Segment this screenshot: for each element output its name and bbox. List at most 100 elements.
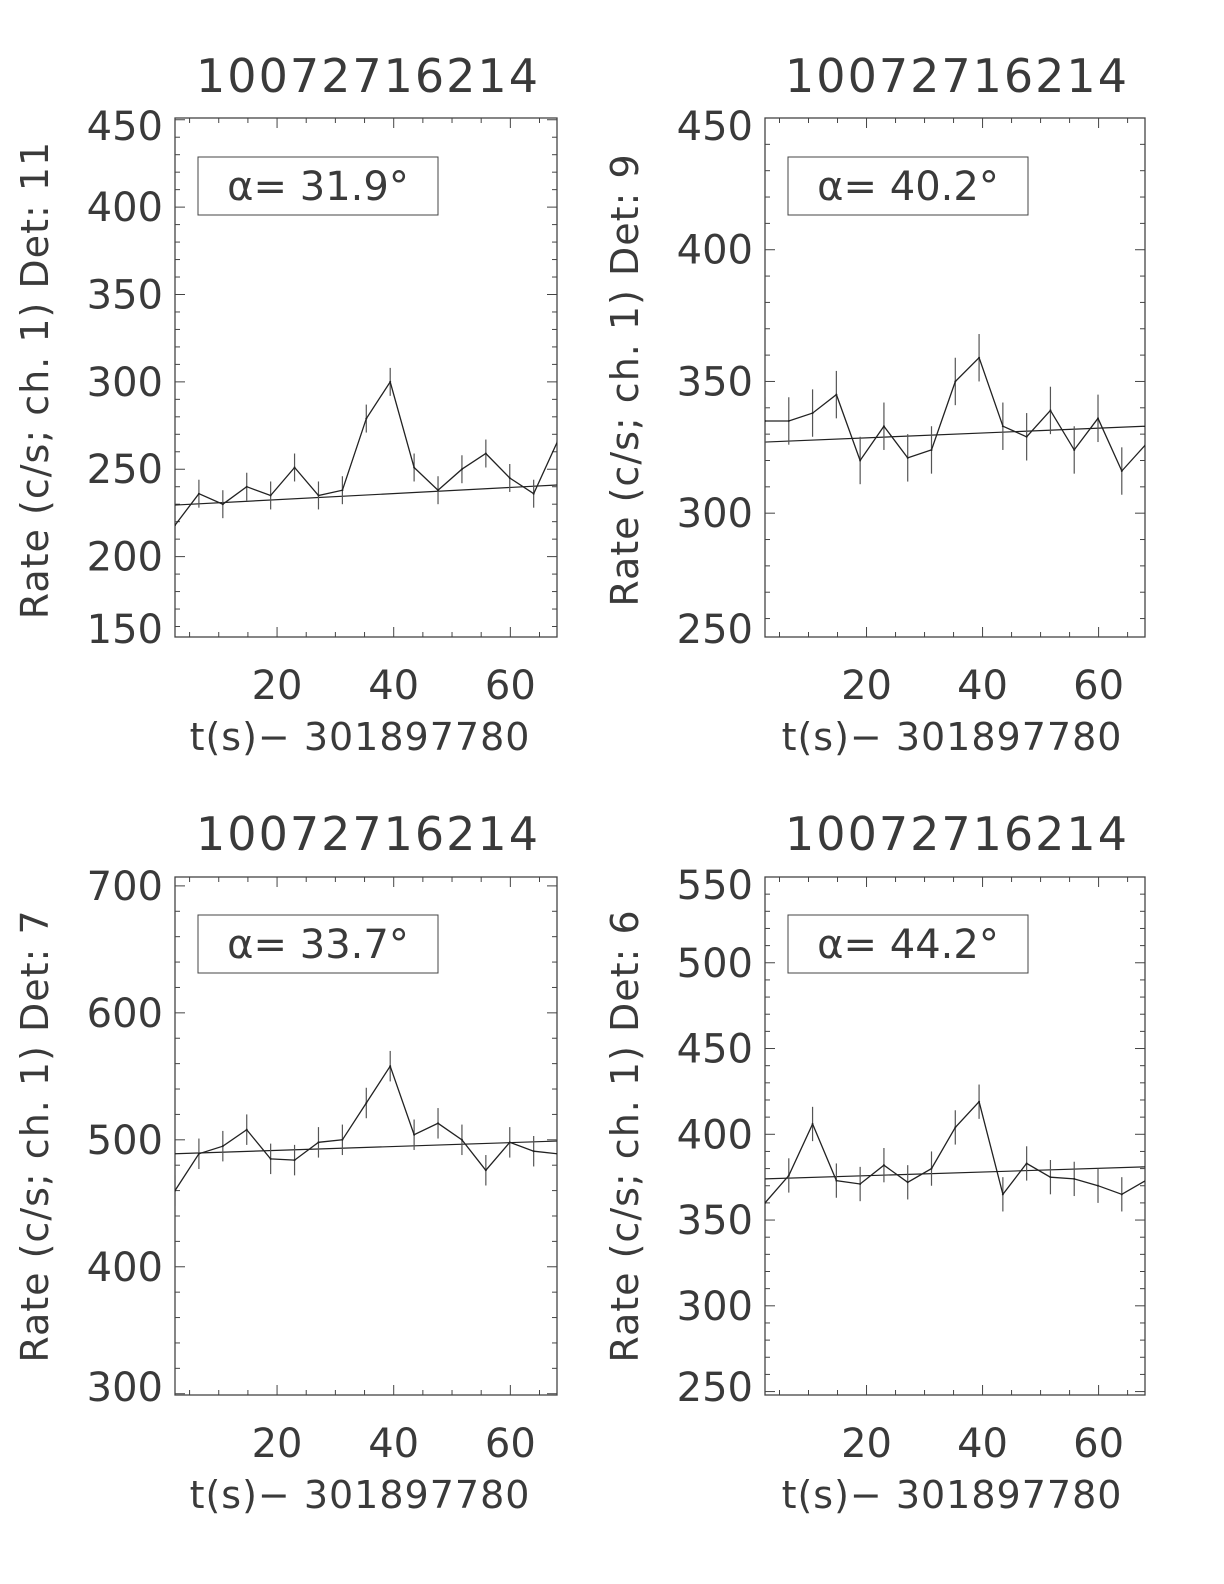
plot-area [175,367,557,540]
y-tick-label: 400 [87,1245,163,1291]
x-tick-label: 20 [252,1421,303,1467]
x-tick-label: 60 [1073,1421,1124,1467]
y-tick-label: 350 [677,1198,753,1244]
panel-det-7: 10072716214 Rate (c/s; ch. 1) Det: 7 t(s… [13,807,558,1517]
data-point [978,356,981,359]
panel-det-6: 10072716214 Rate (c/s; ch. 1) Det: 6 t(s… [603,807,1146,1517]
data-point [437,1122,440,1125]
data-point [859,459,862,462]
y-tick-label: 450 [677,1027,753,1073]
plot-frame [174,117,558,638]
fit-line [765,425,1145,443]
alpha-annotation-box [197,156,439,216]
data-point [484,1169,487,1172]
y-axis-label: Rate (c/s; ch. 1) Det: 11 [13,141,57,619]
data-point [532,492,535,495]
x-tick-label: 40 [368,663,419,709]
data-point [341,489,344,492]
data-point [1049,409,1052,412]
data-point [765,1201,766,1204]
data-point [413,466,416,469]
data-point [1025,1162,1028,1165]
alpha-annotation-box [787,914,1029,974]
data-point [906,456,909,459]
panel-title: 10072716214 [785,49,1129,103]
data-point [1120,470,1123,473]
x-axis-label: t(s)− 301897780 [782,715,1123,759]
data-point [787,1174,790,1177]
data-point [1025,435,1028,438]
data-point [1144,443,1145,446]
x-tick-label: 20 [252,663,303,709]
fit-line [175,484,557,506]
panel-title: 10072716214 [196,49,540,103]
y-tick-label: 400 [87,185,163,231]
data-point [1073,448,1076,451]
data-point [556,440,557,443]
y-tick-label: 250 [677,607,753,653]
alpha-annotation: α= 40.2° [817,164,999,210]
plot-frame [764,876,1146,1396]
panel-det-9: 10072716214 Rate (c/s; ch. 1) Det: 9 t(s… [603,49,1146,759]
panel-det-11: 10072716214 Rate (c/s; ch. 1) Det: 11 t(… [13,49,558,759]
data-point [269,494,272,497]
data-point [835,1179,838,1182]
data-point [245,1128,248,1131]
y-axis-label: Rate (c/s; ch. 1) Det: 6 [603,909,647,1362]
data-point [978,1100,981,1103]
x-tick-label: 20 [841,663,892,709]
data-point [389,380,392,383]
panel-title: 10072716214 [196,807,540,861]
data-point [341,1138,344,1141]
data-point [317,1141,320,1144]
y-tick-label: 500 [87,1118,163,1164]
x-axis-label: t(s)− 301897780 [190,1473,531,1517]
y-tick-label: 400 [677,1112,753,1158]
data-point [413,1133,416,1136]
y-tick-label: 200 [87,535,163,581]
alpha-annotation: α= 33.7° [227,922,409,968]
plot-area [765,334,1145,495]
data-point [484,452,487,455]
data-point [811,412,814,415]
y-tick-label: 450 [87,104,163,150]
data-point [437,489,440,492]
data-point [508,476,511,479]
y-tick-label: 350 [87,272,163,318]
data-point [811,1122,814,1125]
data-point [882,425,885,428]
data-point [317,494,320,497]
data-point [954,1126,957,1129]
data-point [1120,1193,1123,1196]
data-point [175,1189,176,1192]
x-axis-label: t(s)− 301897780 [190,715,531,759]
data-point [221,503,224,506]
y-axis-label: Rate (c/s; ch. 1) Det: 7 [13,909,57,1362]
data-point [765,419,766,422]
y-tick-label: 300 [677,491,753,537]
plot-area [175,1050,557,1206]
data-point [460,468,463,471]
data-point [1097,1184,1100,1187]
data-point [508,1141,511,1144]
data-point [175,524,176,527]
data-point [1097,417,1100,420]
data-point [460,1138,463,1141]
data-point [532,1150,535,1153]
y-tick-label: 550 [677,863,753,909]
plot-area [765,1084,1145,1221]
x-tick-label: 40 [957,663,1008,709]
y-tick-label: 500 [677,941,753,987]
data-point [221,1145,224,1148]
data-point [556,1152,557,1155]
plot-frame [764,117,1146,638]
y-tick-label: 300 [87,360,163,406]
x-tick-label: 40 [368,1421,419,1467]
data-point [1001,1193,1004,1196]
data-point [882,1164,885,1167]
y-tick-label: 250 [87,447,163,493]
fit-line [175,1140,557,1155]
data-point [930,448,933,451]
y-tick-label: 150 [87,607,163,653]
